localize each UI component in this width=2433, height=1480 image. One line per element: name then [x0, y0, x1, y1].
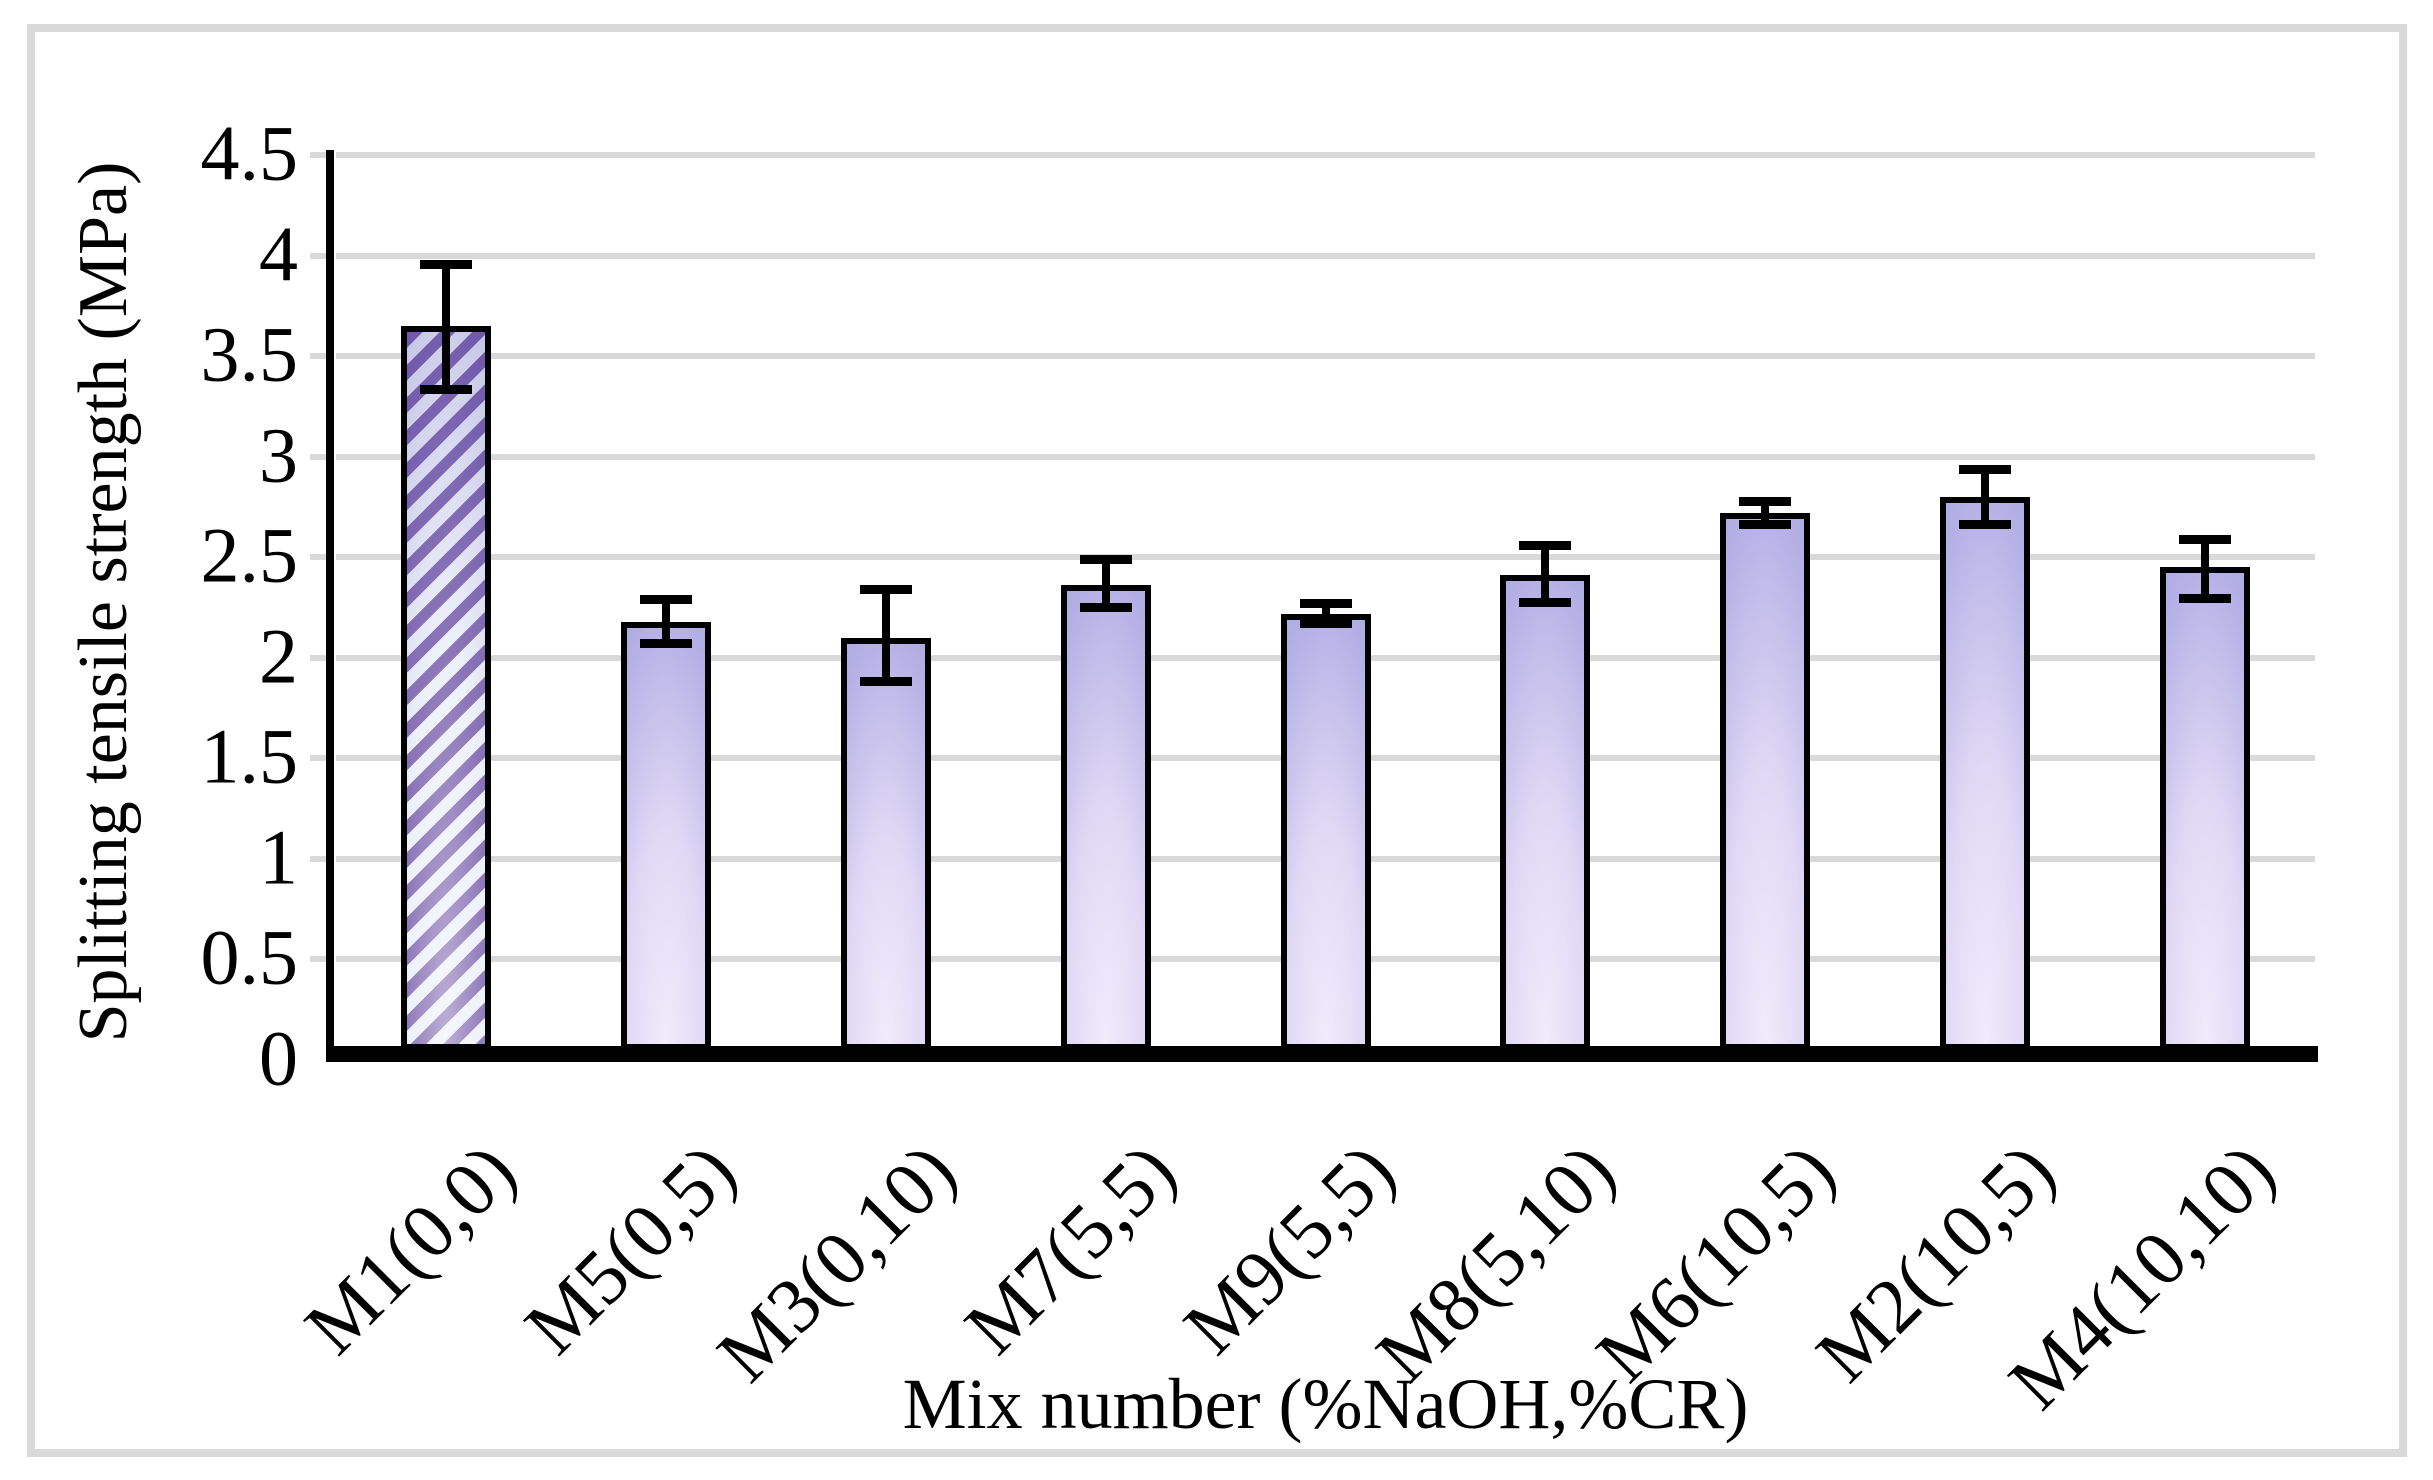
- x-category-label-m3-0-10: M3(0,10): [700, 1126, 972, 1398]
- error-bar-line: [1761, 499, 1769, 527]
- x-category-label-m8-5-10: M8(5,10): [1359, 1126, 1631, 1398]
- error-bar-line: [1102, 557, 1110, 610]
- y-tick-label-2.5: 2.5: [200, 511, 299, 599]
- y-axis-title: Splitting tensile strength (MPa): [65, 161, 142, 1043]
- bar-m4-10-10: [2160, 567, 2250, 1050]
- error-bar-line: [882, 587, 890, 684]
- y-tick-mark-1.5: [310, 755, 329, 761]
- error-bar-line: [662, 597, 670, 646]
- error-bar-cap-top: [1959, 465, 2011, 474]
- error-bar-line: [442, 262, 450, 392]
- y-tick-mark-0.5: [310, 956, 329, 962]
- bar-m5-0-5: [621, 622, 711, 1050]
- error-bar-cap-bottom: [1519, 598, 1571, 607]
- error-bar-cap-bottom: [1959, 520, 2011, 529]
- error-bar-cap-top: [640, 595, 692, 604]
- y-axis-line: [326, 150, 334, 1062]
- y-tick-mark-2: [310, 655, 329, 661]
- y-tick-label-2: 2: [259, 612, 298, 700]
- error-bar-cap-top: [1739, 497, 1791, 506]
- bar-m6-10-5: [1720, 513, 1810, 1050]
- bar-m2-10-5: [1940, 497, 2030, 1050]
- error-bar-line: [1541, 543, 1549, 605]
- x-category-label-m7-5-5: M7(5,5): [948, 1126, 1192, 1371]
- y-tick-label-0.5: 0.5: [200, 913, 299, 1001]
- y-tick-label-1.5: 1.5: [200, 712, 299, 800]
- error-bar-cap-top: [1080, 555, 1132, 564]
- gridline-2.5: [336, 554, 2315, 560]
- error-bar-cap-bottom: [2179, 594, 2231, 603]
- error-bar-cap-top: [1519, 541, 1571, 550]
- y-tick-label-3.5: 3.5: [200, 310, 299, 398]
- gridline-4: [336, 253, 2315, 259]
- y-tick-mark-3: [310, 454, 329, 460]
- error-bar-cap-bottom: [1739, 520, 1791, 529]
- error-bar-cap-bottom: [1080, 603, 1132, 612]
- gridline-4.5: [336, 152, 2315, 158]
- error-bar-cap-bottom: [860, 677, 912, 686]
- bar-m7-5-5: [1061, 585, 1151, 1050]
- y-tick-mark-1: [310, 856, 329, 862]
- gridline-3: [336, 454, 2315, 460]
- x-category-label-m6-10-5: M6(10,5): [1579, 1126, 1851, 1398]
- y-tick-label-4: 4: [259, 210, 298, 298]
- x-category-label-m1-0-0: M1(0,0): [288, 1126, 532, 1371]
- error-bar-line: [2201, 537, 2209, 601]
- bar-m1-0-0: [401, 326, 491, 1050]
- error-bar-cap-top: [2179, 535, 2231, 544]
- y-tick-label-1: 1: [259, 813, 298, 901]
- error-bar-cap-top: [1300, 599, 1352, 608]
- y-tick-label-3: 3: [259, 411, 298, 499]
- y-tick-label-0: 0: [259, 1014, 298, 1102]
- x-axis-title: Mix number (%NaOH,%CR): [902, 1364, 1749, 1444]
- error-bar-cap-top: [860, 585, 912, 594]
- error-bar-cap-top: [420, 260, 472, 269]
- error-bar-line: [1981, 467, 1989, 527]
- y-tick-mark-3.5: [310, 353, 329, 359]
- y-tick-mark-4.5: [310, 152, 329, 158]
- bar-m8-5-10: [1500, 575, 1590, 1050]
- bar-m9-5-5: [1281, 614, 1371, 1050]
- error-bar-cap-bottom: [420, 385, 472, 394]
- y-tick-mark-2.5: [310, 554, 329, 560]
- error-bar-cap-bottom: [640, 639, 692, 648]
- error-bar-cap-bottom: [1300, 619, 1352, 628]
- error-bar-line: [1322, 601, 1330, 626]
- gridline-3.5: [336, 353, 2315, 359]
- bar-m3-0-10: [841, 638, 931, 1050]
- y-tick-mark-4: [310, 253, 329, 259]
- y-tick-label-4.5: 4.5: [200, 109, 299, 197]
- x-axis-baseline: [326, 1046, 2318, 1062]
